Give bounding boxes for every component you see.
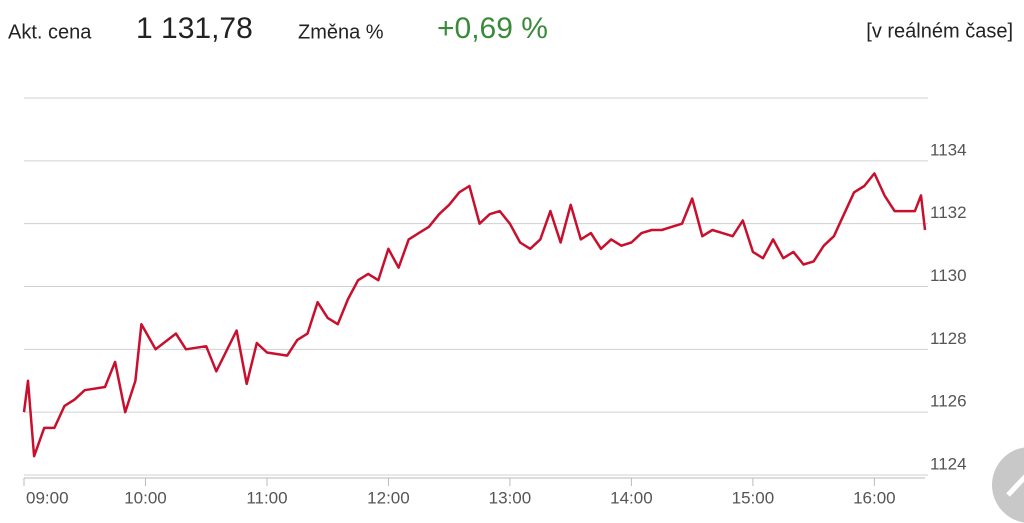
x-tick-label: 16:00 [853, 488, 896, 507]
change: +0,69 % [437, 12, 548, 45]
price-line [22, 172, 927, 458]
x-tick-label: 10:00 [124, 488, 167, 507]
y-tick-label: 1132 [930, 203, 967, 222]
x-tick-label: 14:00 [610, 488, 653, 507]
x-tick-label: 15:00 [732, 488, 775, 507]
x-tick-label: 12:00 [367, 488, 410, 507]
chart: 1124 1126 1128 1130 1132 1134 09:00 10:00 11:00 1… [22, 97, 967, 507]
x-tick-label: 09:00 [26, 488, 69, 507]
price: 1 131,78 [136, 12, 253, 45]
x-tick-label: 11:00 [246, 488, 287, 507]
scroll-top-button[interactable] [992, 447, 1024, 523]
change-label: Změna % [298, 21, 384, 43]
y-tick-label: 1134 [930, 140, 967, 159]
realtime-note: [v reálném čase] [866, 20, 1013, 42]
scroll-top-icon [1006, 474, 1024, 497]
y-tick-label: 1126 [930, 392, 967, 411]
y-tick-label: 1130 [930, 266, 967, 285]
y-tick-label: 1128 [930, 329, 967, 348]
price-label: Akt. cena [8, 21, 92, 43]
x-tick-label: 13:00 [489, 488, 532, 507]
y-tick-label: 1124 [930, 454, 967, 473]
